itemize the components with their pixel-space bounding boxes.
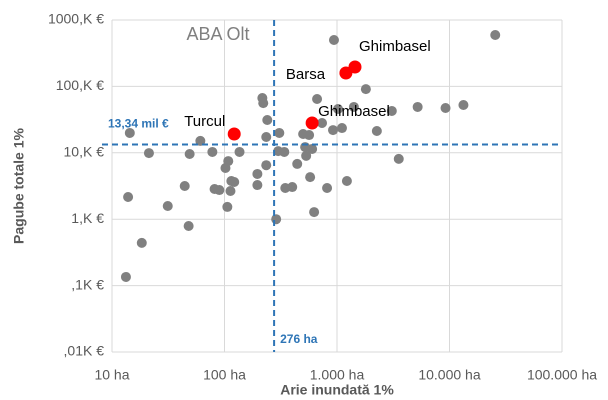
point bbox=[301, 150, 312, 161]
point-label: Ghimbasel bbox=[359, 38, 431, 55]
point bbox=[229, 177, 240, 188]
point bbox=[440, 102, 451, 113]
y-tick-label: 1000,K € bbox=[48, 11, 104, 27]
point bbox=[162, 201, 173, 212]
x-tick-label: 100.000 ha bbox=[527, 367, 597, 383]
point-label: Turcul bbox=[184, 113, 225, 130]
point bbox=[214, 185, 225, 196]
x-tick-label: 100 ha bbox=[203, 367, 246, 383]
point bbox=[120, 271, 131, 282]
point bbox=[179, 181, 190, 192]
point bbox=[207, 146, 218, 157]
highlighted-point bbox=[348, 60, 362, 74]
point bbox=[261, 131, 272, 142]
point bbox=[234, 146, 245, 157]
y-tick-label: 100,K € bbox=[56, 77, 104, 93]
point bbox=[225, 185, 236, 196]
point bbox=[298, 128, 309, 139]
point bbox=[341, 176, 352, 187]
point bbox=[261, 160, 272, 171]
highlighted-point bbox=[305, 116, 319, 130]
point bbox=[136, 237, 147, 248]
annotation: ABA Olt bbox=[186, 24, 249, 44]
point bbox=[124, 127, 135, 138]
point bbox=[123, 191, 134, 202]
point bbox=[393, 153, 404, 164]
point bbox=[252, 180, 263, 191]
point bbox=[328, 34, 339, 45]
point bbox=[412, 101, 423, 112]
point bbox=[322, 183, 333, 194]
point bbox=[287, 182, 298, 193]
point bbox=[328, 125, 339, 136]
y-tick-label: 1,K € bbox=[71, 210, 104, 226]
reference-label-y: 13,34 mil € bbox=[108, 117, 169, 131]
point bbox=[258, 98, 269, 109]
point bbox=[183, 220, 194, 231]
y-axis-title: Pagube totale 1% bbox=[11, 127, 27, 243]
point-label: Barsa bbox=[286, 66, 326, 83]
point bbox=[279, 146, 290, 157]
reference-label-x: 276 ha bbox=[280, 332, 318, 346]
point bbox=[348, 101, 359, 112]
point bbox=[307, 144, 318, 155]
x-tick-label: 1.000 ha bbox=[310, 367, 365, 383]
point bbox=[312, 94, 323, 105]
x-tick-label: 10 ha bbox=[94, 367, 129, 383]
point bbox=[292, 158, 303, 169]
point bbox=[223, 156, 234, 167]
x-tick-label: 10.000 ha bbox=[418, 367, 480, 383]
y-tick-label: ,01K € bbox=[64, 343, 105, 359]
point bbox=[317, 118, 328, 129]
point bbox=[309, 207, 320, 218]
y-tick-label: ,1K € bbox=[71, 276, 104, 292]
point bbox=[360, 84, 371, 95]
point bbox=[386, 105, 397, 116]
y-tick-label: 10,K € bbox=[64, 144, 105, 160]
point bbox=[143, 148, 154, 159]
point bbox=[184, 148, 195, 159]
point bbox=[336, 123, 347, 134]
point bbox=[458, 99, 469, 110]
point bbox=[252, 168, 263, 179]
highlighted-point bbox=[227, 127, 241, 141]
point bbox=[305, 172, 316, 183]
point bbox=[271, 214, 282, 225]
point bbox=[274, 127, 285, 138]
point bbox=[195, 135, 206, 146]
point bbox=[490, 30, 501, 41]
x-axis-title: Arie inundată 1% bbox=[280, 382, 394, 398]
point bbox=[262, 114, 273, 125]
point bbox=[333, 103, 344, 114]
point-label: Ghimbasel bbox=[318, 103, 390, 120]
point bbox=[222, 201, 233, 212]
point bbox=[371, 125, 382, 136]
